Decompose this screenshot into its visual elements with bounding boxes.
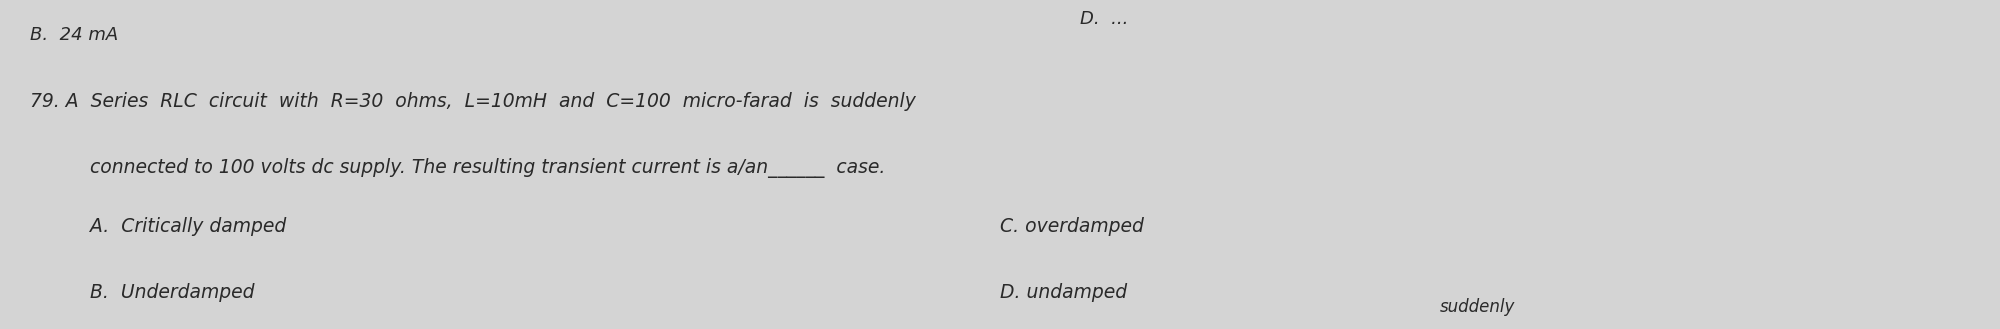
Text: 79. A  Series  RLC  circuit  with  R=30  ohms,  L=10mH  and  C=100  micro-farad : 79. A Series RLC circuit with R=30 ohms,…: [30, 92, 916, 111]
Text: A.  Critically damped: A. Critically damped: [90, 217, 286, 236]
Text: C. overdamped: C. overdamped: [1000, 217, 1144, 236]
Text: D.  ...: D. ...: [1080, 10, 1128, 28]
Text: B.  24 mA: B. 24 mA: [30, 26, 118, 44]
Text: D. undamped: D. undamped: [1000, 283, 1128, 302]
Text: suddenly: suddenly: [1440, 298, 1516, 316]
Text: B.  Underdamped: B. Underdamped: [90, 283, 254, 302]
Text: connected to 100 volts dc supply. The resulting transient current is a/an______ : connected to 100 volts dc supply. The re…: [90, 158, 886, 178]
